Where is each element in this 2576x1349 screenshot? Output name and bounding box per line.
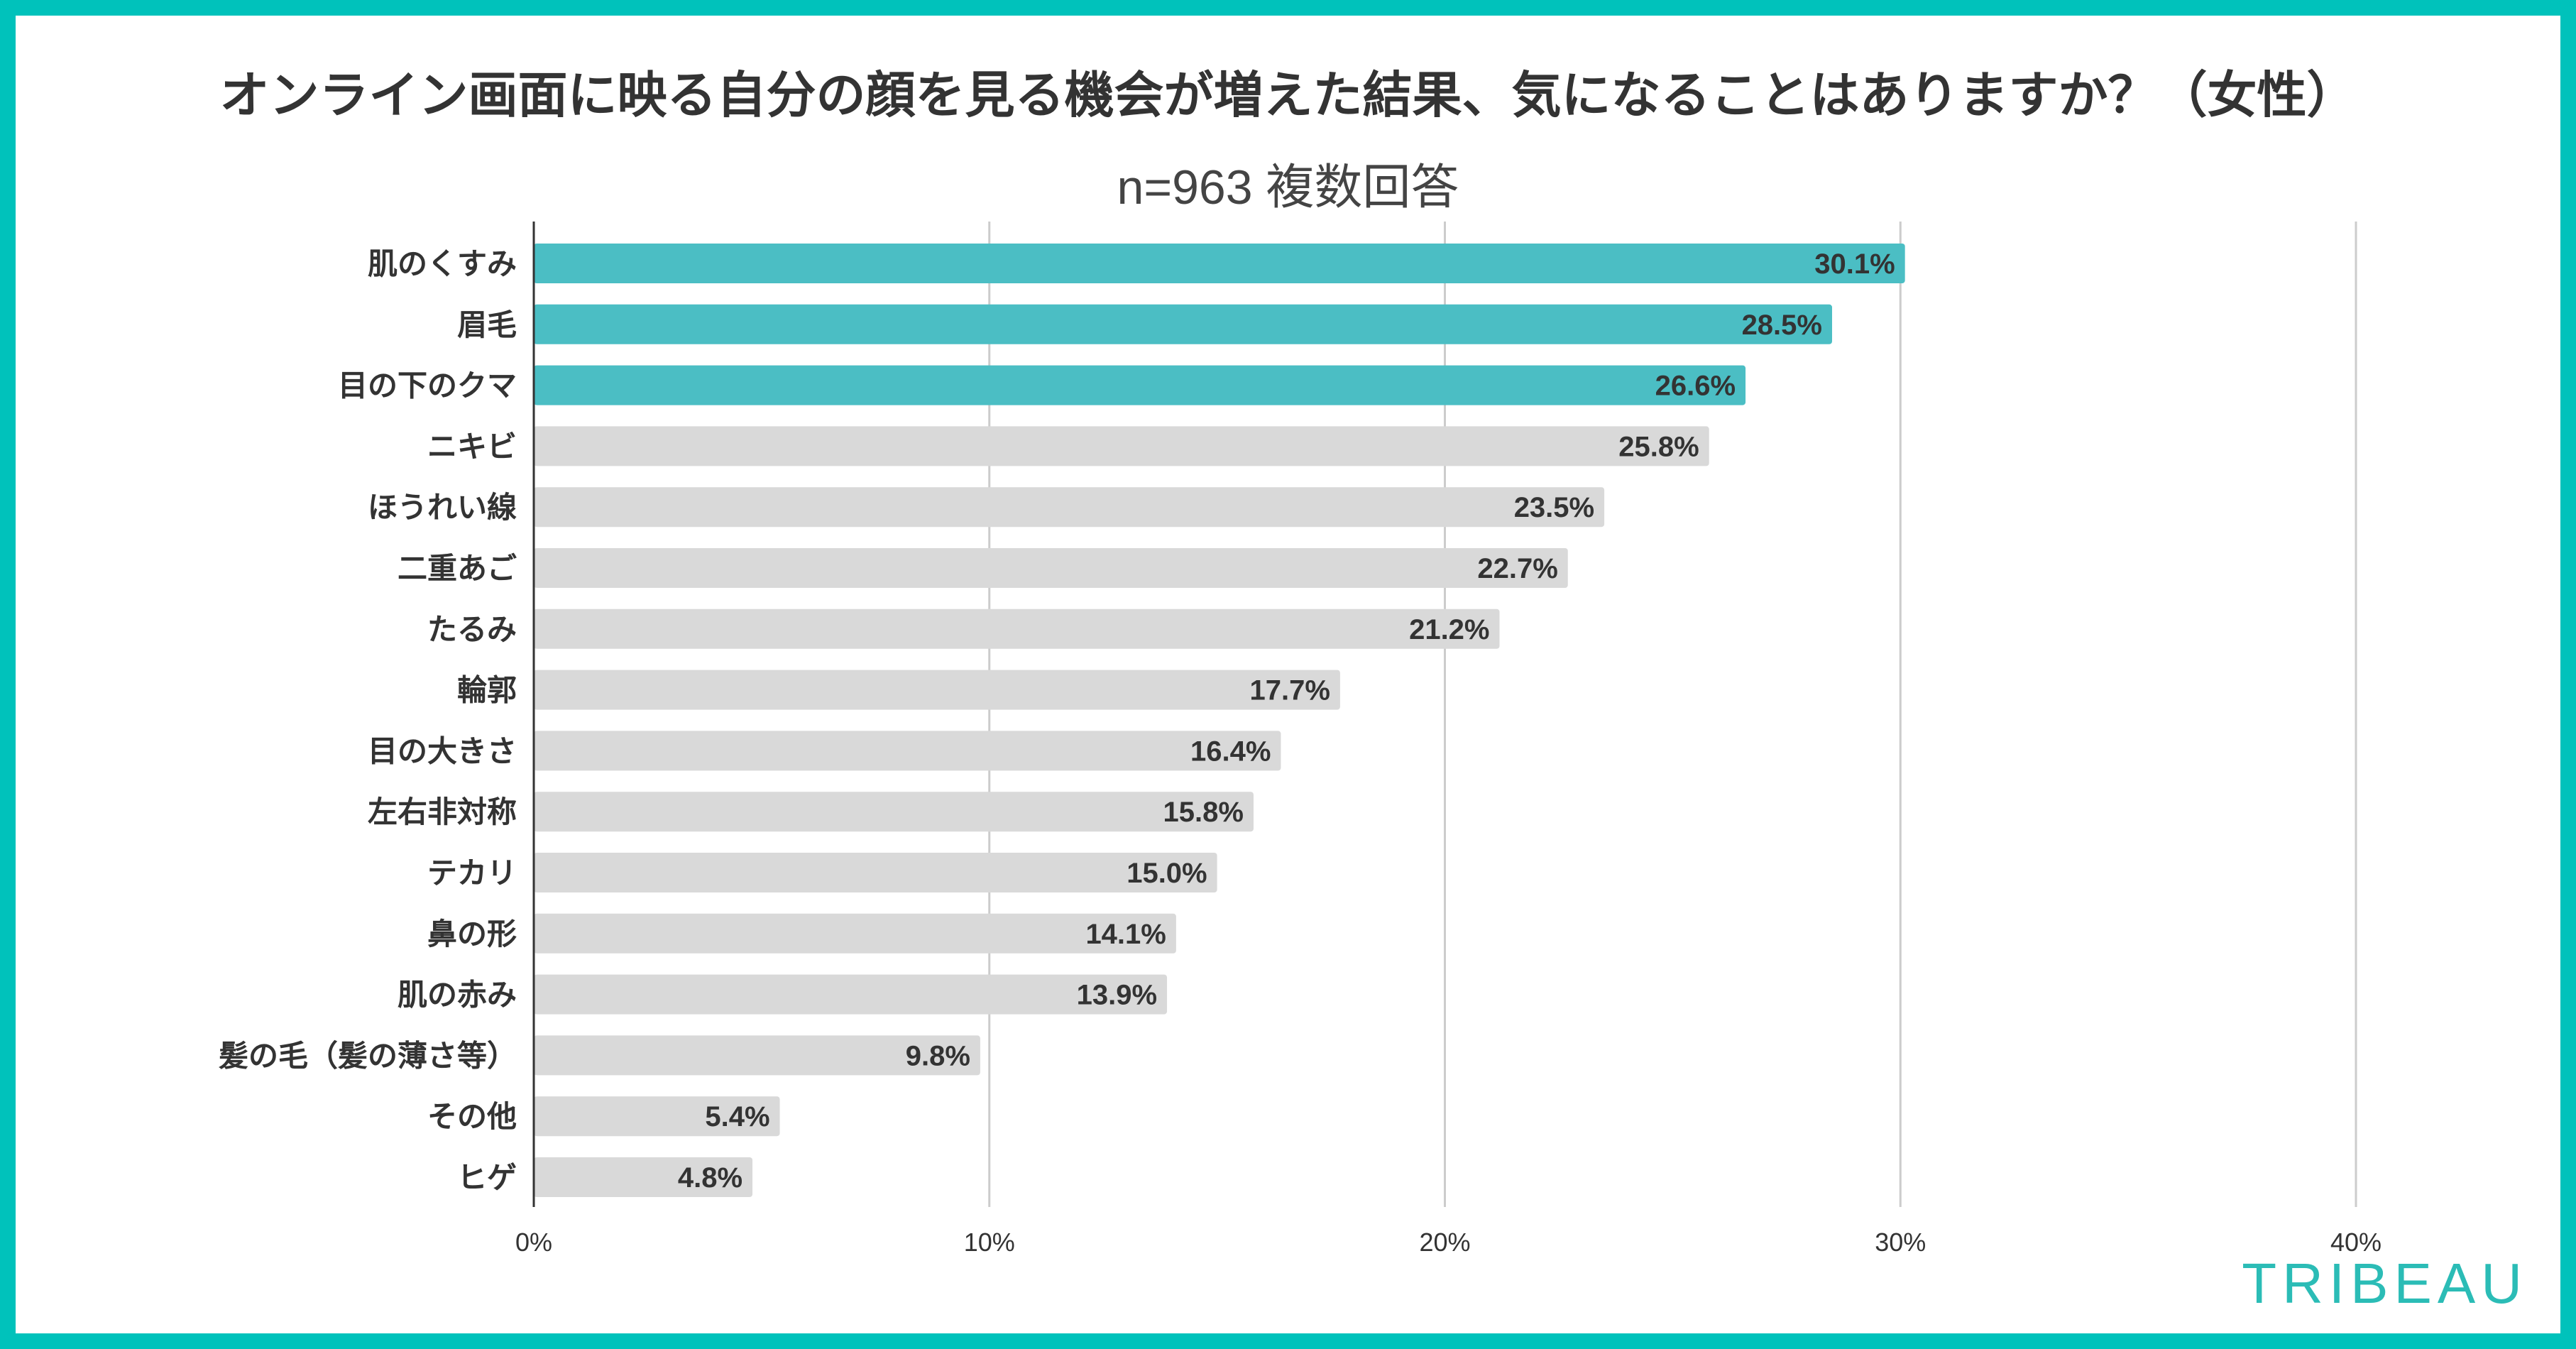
bar: [534, 792, 1254, 832]
x-tick-label: 30%: [1875, 1228, 1926, 1257]
value-label: 30.1%: [1814, 248, 1895, 280]
category-label: ヒゲ: [457, 1160, 517, 1195]
category-label: 眉毛: [457, 307, 517, 342]
bar: [534, 1035, 980, 1076]
value-label: 26.6%: [1655, 371, 1736, 402]
value-label: 14.1%: [1085, 919, 1166, 950]
bar: [534, 244, 1905, 283]
category-label: その他: [427, 1099, 517, 1134]
category-label: ほうれい線: [368, 490, 517, 525]
value-label: 13.9%: [1077, 980, 1157, 1011]
brand-logo: TRIBEAU: [2242, 1252, 2528, 1315]
value-label: 9.8%: [906, 1040, 970, 1071]
category-label: ニキビ: [427, 429, 517, 464]
bar: [534, 853, 1217, 892]
bar: [534, 1096, 780, 1137]
value-label: 15.0%: [1127, 858, 1207, 889]
x-tick-label: 40%: [2330, 1228, 2382, 1257]
value-label: 16.4%: [1190, 736, 1271, 767]
bar: [534, 365, 1746, 405]
category-label: 肌の赤み: [398, 978, 517, 1012]
value-label: 22.7%: [1477, 553, 1557, 584]
x-tick-label: 0%: [515, 1228, 552, 1257]
category-label: 肌のくすみ: [368, 246, 517, 281]
category-label: 輪郭: [457, 673, 517, 708]
chart-title: オンライン画面に映る自分の顔を見る機会が増えた結果、気になることはありますか？（…: [219, 66, 2357, 124]
bar: [534, 548, 1568, 588]
bar: [534, 913, 1176, 954]
bar: [534, 608, 1500, 649]
category-label: たるみ: [427, 612, 517, 647]
bar: [534, 426, 1709, 466]
x-tick-label: 20%: [1419, 1228, 1470, 1257]
bar: [534, 1157, 753, 1197]
value-label: 4.8%: [678, 1162, 742, 1194]
category-label: 鼻の形: [427, 917, 517, 951]
bar: [534, 731, 1281, 771]
value-label: 25.8%: [1618, 431, 1699, 462]
value-label: 21.2%: [1409, 614, 1489, 645]
x-tick-label: 10%: [964, 1228, 1015, 1257]
category-label: 二重あご: [398, 551, 517, 586]
category-label: 髪の毛（髪の薄さ等）: [219, 1038, 517, 1073]
bar: [534, 487, 1605, 528]
chart-subtitle: n=963 複数回答: [1117, 160, 1459, 214]
category-label: テカリ: [427, 856, 517, 890]
value-label: 15.8%: [1163, 797, 1244, 828]
bar: [534, 974, 1168, 1015]
value-label: 17.7%: [1249, 675, 1330, 706]
category-label: 目の下のクマ: [338, 368, 517, 403]
value-label: 28.5%: [1742, 310, 1822, 341]
bar: [534, 304, 1832, 344]
category-label: 左右非対称: [368, 794, 517, 829]
category-label: 目の大きさ: [368, 733, 517, 768]
value-label: 23.5%: [1514, 492, 1594, 523]
value-label: 5.4%: [705, 1101, 769, 1132]
bar: [534, 670, 1340, 710]
